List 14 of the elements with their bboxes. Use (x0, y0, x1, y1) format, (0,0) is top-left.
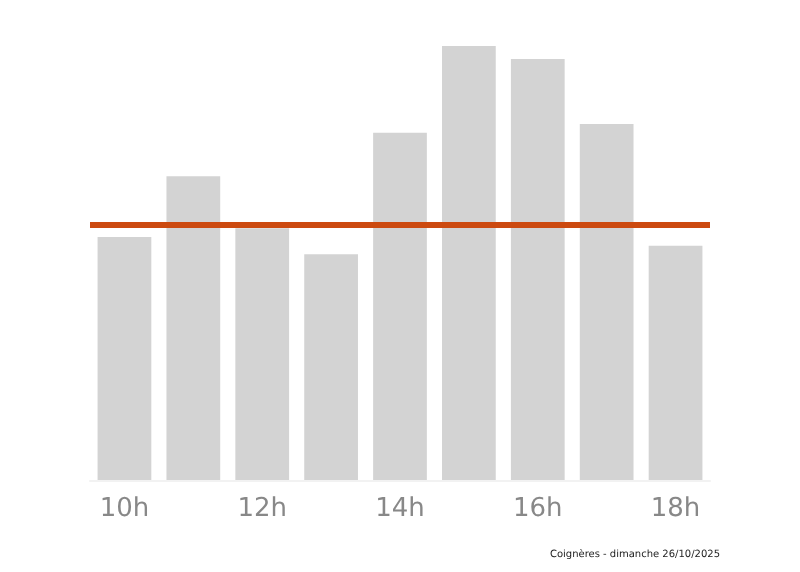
bar (97, 236, 152, 480)
x-tick-label: 10h (99, 494, 150, 524)
bar (510, 59, 565, 480)
bar (166, 176, 221, 480)
bar (235, 228, 290, 480)
bar (373, 132, 427, 480)
x-tick-label: 18h (650, 494, 701, 524)
bar (648, 245, 703, 480)
x-tick-label: 14h (375, 494, 425, 524)
bar (442, 46, 496, 480)
x-tick-label: 16h (513, 494, 563, 524)
x-tick-label: 12h (237, 494, 287, 524)
bar (304, 254, 358, 480)
bar (579, 124, 634, 480)
